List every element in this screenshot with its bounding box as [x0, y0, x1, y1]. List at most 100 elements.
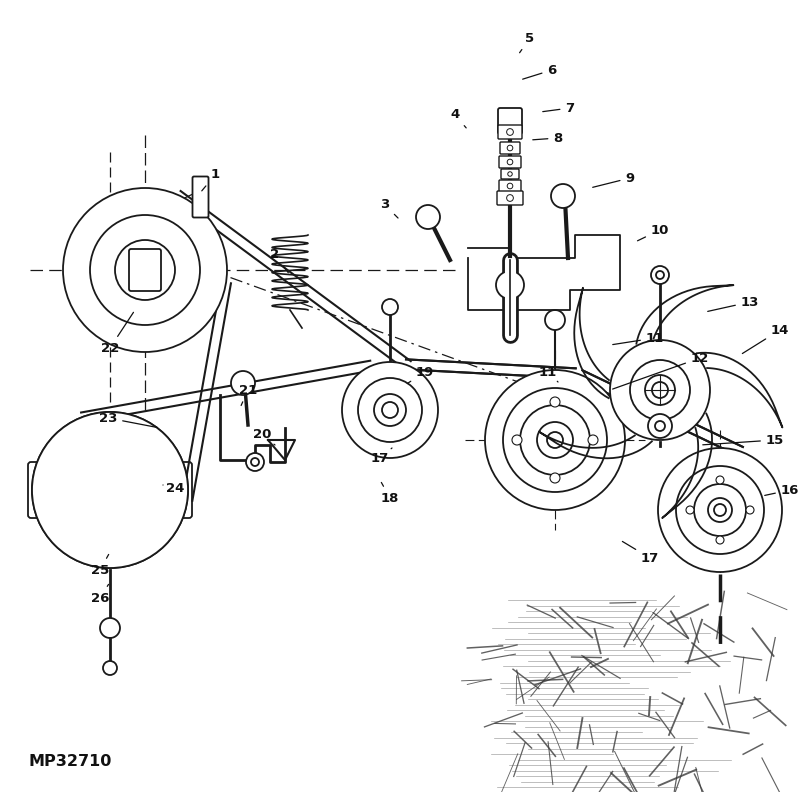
Circle shape — [547, 432, 563, 448]
Text: 5: 5 — [520, 32, 534, 53]
Circle shape — [655, 421, 665, 431]
Circle shape — [50, 430, 170, 550]
Circle shape — [676, 466, 764, 554]
Circle shape — [506, 195, 514, 201]
Circle shape — [126, 448, 136, 459]
Circle shape — [416, 205, 440, 229]
Circle shape — [246, 453, 264, 471]
Circle shape — [506, 128, 514, 135]
Circle shape — [138, 263, 152, 277]
Circle shape — [84, 448, 94, 459]
Text: 22: 22 — [101, 312, 134, 355]
Text: 14: 14 — [742, 323, 789, 353]
Text: 18: 18 — [381, 482, 399, 505]
Circle shape — [648, 414, 672, 438]
Circle shape — [545, 310, 565, 330]
Circle shape — [63, 485, 73, 495]
Text: 16: 16 — [765, 483, 799, 497]
Circle shape — [746, 506, 754, 514]
Circle shape — [251, 458, 259, 466]
Circle shape — [520, 405, 590, 475]
Text: 10: 10 — [638, 223, 669, 241]
Circle shape — [485, 370, 625, 510]
Circle shape — [133, 258, 157, 282]
Text: 19: 19 — [407, 365, 434, 383]
Text: 21: 21 — [239, 383, 257, 406]
Circle shape — [537, 422, 573, 458]
Text: 26: 26 — [91, 584, 109, 604]
Circle shape — [714, 504, 726, 516]
Circle shape — [100, 618, 120, 638]
Circle shape — [507, 145, 513, 150]
Text: MP32710: MP32710 — [28, 755, 111, 770]
Text: 17: 17 — [371, 448, 392, 464]
Circle shape — [550, 397, 560, 407]
FancyBboxPatch shape — [500, 142, 520, 154]
Text: 2: 2 — [270, 249, 288, 272]
Circle shape — [103, 661, 117, 675]
Text: 11: 11 — [613, 332, 664, 345]
Circle shape — [508, 172, 512, 177]
Circle shape — [90, 215, 200, 325]
Circle shape — [694, 484, 746, 536]
Circle shape — [512, 435, 522, 445]
Text: 17: 17 — [622, 542, 659, 565]
Circle shape — [651, 266, 669, 284]
Circle shape — [652, 382, 668, 398]
FancyBboxPatch shape — [498, 125, 522, 139]
Circle shape — [231, 371, 255, 395]
Circle shape — [100, 480, 120, 500]
Text: 15: 15 — [702, 433, 784, 447]
Circle shape — [382, 299, 398, 315]
Circle shape — [63, 188, 227, 352]
Text: 3: 3 — [380, 199, 398, 218]
Text: 11: 11 — [539, 365, 558, 382]
FancyBboxPatch shape — [501, 169, 519, 179]
Circle shape — [686, 506, 694, 514]
FancyBboxPatch shape — [499, 180, 521, 192]
Circle shape — [716, 536, 724, 544]
Circle shape — [496, 271, 524, 299]
FancyBboxPatch shape — [497, 191, 523, 205]
Text: 12: 12 — [613, 352, 709, 389]
Text: 9: 9 — [593, 172, 634, 188]
Circle shape — [503, 388, 607, 492]
Text: 20: 20 — [253, 428, 275, 445]
Circle shape — [32, 412, 188, 568]
Text: 7: 7 — [542, 101, 574, 115]
Circle shape — [147, 485, 157, 495]
Text: 4: 4 — [450, 109, 466, 128]
Circle shape — [85, 465, 135, 515]
Circle shape — [32, 412, 188, 568]
FancyBboxPatch shape — [129, 249, 161, 291]
Circle shape — [551, 184, 575, 208]
Text: 8: 8 — [533, 131, 562, 144]
Circle shape — [610, 340, 710, 440]
Circle shape — [658, 448, 782, 572]
Circle shape — [382, 402, 398, 418]
Circle shape — [130, 255, 160, 285]
Text: 24: 24 — [163, 482, 184, 494]
Text: 25: 25 — [91, 554, 109, 577]
Circle shape — [507, 183, 513, 188]
Text: 23: 23 — [99, 412, 158, 428]
Circle shape — [68, 448, 152, 532]
FancyBboxPatch shape — [499, 156, 521, 168]
FancyBboxPatch shape — [28, 462, 192, 518]
Circle shape — [507, 159, 513, 165]
Circle shape — [630, 360, 690, 420]
Circle shape — [645, 375, 675, 405]
Circle shape — [656, 271, 664, 279]
Circle shape — [115, 240, 175, 300]
Text: 1: 1 — [202, 169, 219, 191]
Circle shape — [588, 435, 598, 445]
FancyBboxPatch shape — [193, 177, 209, 218]
Circle shape — [374, 394, 406, 426]
Circle shape — [358, 378, 422, 442]
Circle shape — [716, 476, 724, 484]
Circle shape — [550, 473, 560, 483]
Circle shape — [84, 521, 94, 531]
Text: 6: 6 — [522, 63, 557, 79]
Text: 13: 13 — [708, 295, 759, 311]
Circle shape — [342, 362, 438, 458]
